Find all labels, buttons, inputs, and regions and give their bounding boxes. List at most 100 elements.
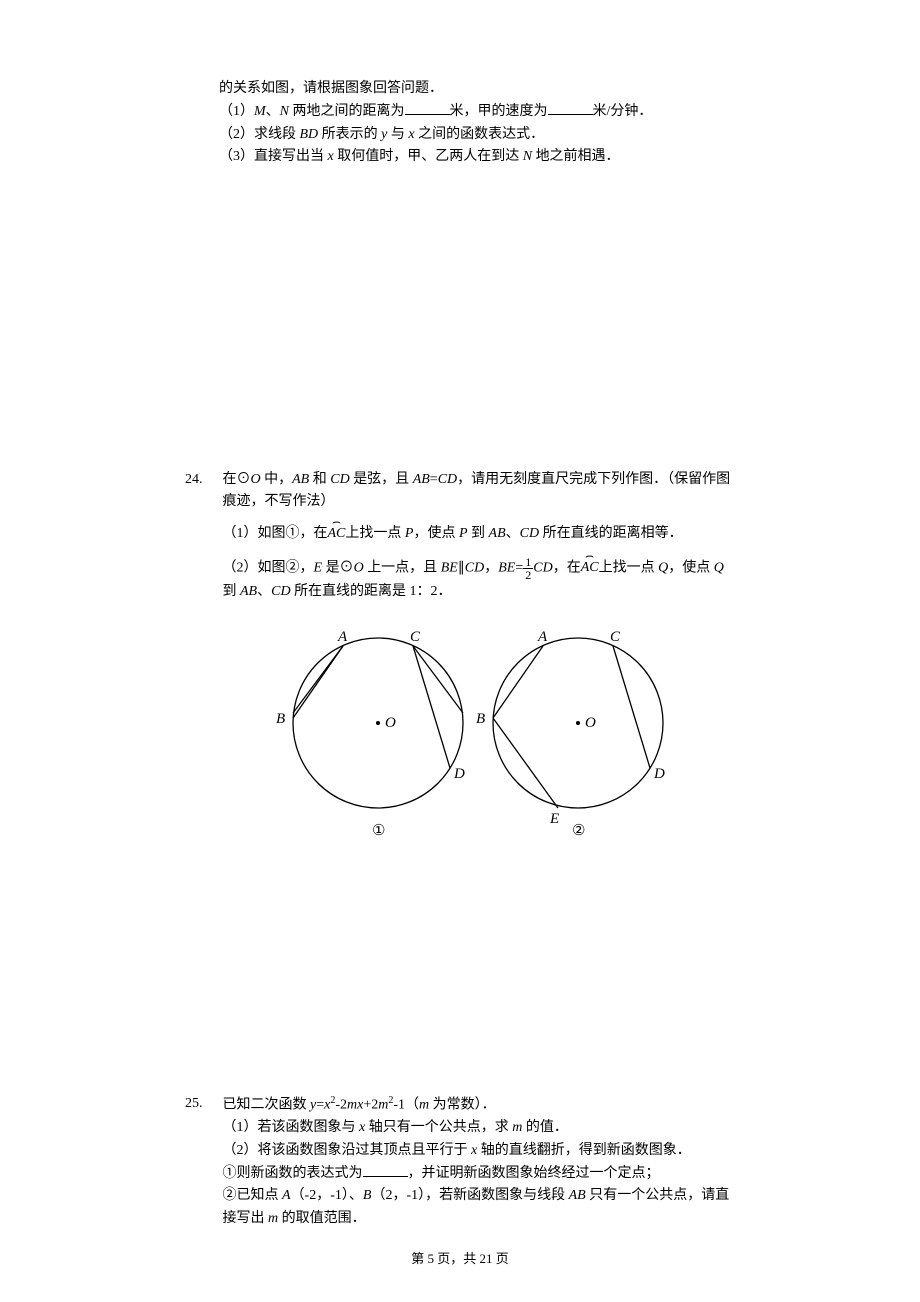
txt: ，并证明新函数图象始终经过一个定点；: [408, 1166, 660, 1181]
txt: 所表示的: [318, 127, 381, 142]
circles-diagram: A C B D O ① A: [268, 613, 688, 843]
sep: 、: [266, 104, 280, 119]
sub-label-1: ①: [372, 823, 385, 839]
q23-part1: （1）M、N 两地之间的距离为米，甲的速度为米/分钟．: [219, 100, 735, 123]
txt: 是弦，且: [350, 472, 413, 487]
q24-body: 在⊙O 中，AB 和 CD 是弦，且 AB=CD，请用无刻度直尺完成下列作图．（…: [223, 469, 733, 844]
var-m: m: [268, 1211, 278, 1226]
txt: 所在直线的距离相等．: [539, 526, 683, 541]
txt: （1）如图①，在: [223, 526, 328, 541]
q25-part2: （2）将该函数图象沿过其顶点且平行于 x 轴的直线翻折，得到新函数图象．: [223, 1140, 733, 1162]
var-o: O: [354, 560, 364, 575]
var-o: O: [251, 472, 261, 487]
blank-distance: [405, 100, 450, 115]
var-n: N: [523, 149, 532, 164]
var-n: N: [280, 104, 289, 119]
label-o: O: [385, 715, 396, 731]
q25: 25. 已知二次函数 y=x2-2mx+2m2-1（m 为常数）． （1）若该函…: [185, 1093, 735, 1230]
label-c: C: [610, 629, 621, 645]
q24: 24. 在⊙O 中，AB 和 CD 是弦，且 AB=CD，请用无刻度直尺完成下列…: [185, 469, 735, 844]
txt: 、: [257, 584, 271, 599]
txt: 轴只有一个公共点，求: [365, 1120, 512, 1135]
txt: 是⊙: [322, 560, 354, 575]
blank-speed: [548, 100, 593, 115]
eq: =: [430, 472, 438, 487]
label-b: B: [476, 711, 485, 727]
txt: ，使点: [413, 526, 459, 541]
var-cd: CD: [520, 526, 539, 541]
blank-expression: [363, 1162, 408, 1177]
var-mx: mx: [347, 1098, 363, 1113]
q24-part2: （2）如图②，E 是⊙O 上一点，且 BE∥CD，BE=12CD，在AC上找一点…: [223, 556, 733, 603]
txt: +2: [363, 1098, 378, 1113]
q23-continuation: 的关系如图，请根据图象回答问题． （1）M、N 两地之间的距离为米，甲的速度为米…: [219, 78, 735, 169]
var-ab: AB: [569, 1188, 586, 1203]
var-cd: CD: [271, 584, 290, 599]
var-cd: CD: [465, 560, 484, 575]
txt: 在⊙: [223, 472, 251, 487]
var-ab: AB: [489, 526, 506, 541]
txt: 、: [506, 526, 520, 541]
label-b: B: [276, 711, 285, 727]
q25-stem: 已知二次函数 y=x2-2mx+2m2-1（m 为常数）．: [223, 1093, 733, 1117]
txt: （2）求线段: [219, 127, 300, 142]
label-c: C: [410, 629, 421, 645]
var-m: M: [254, 104, 266, 119]
label-o: O: [585, 715, 596, 731]
txt: 所在直线的距离是 1：2．: [291, 584, 452, 599]
eq: =: [316, 1098, 324, 1113]
var-q: Q: [714, 560, 724, 575]
txt: 为常数）．: [429, 1098, 496, 1113]
txt: 轴的直线翻折，得到新函数图象．: [477, 1143, 691, 1158]
txt: ①则新函数的表达式为: [223, 1166, 363, 1181]
var-e: E: [314, 560, 323, 575]
q23-part2: （2）求线段 BD 所表示的 y 与 x 之间的函数表达式．: [219, 124, 735, 146]
txt: 已知二次函数: [223, 1098, 311, 1113]
q23-intro: 的关系如图，请根据图象回答问题．: [219, 78, 735, 100]
q24-part1: （1）如图①，在AC上找一点 P，使点 P 到 AB、CD 所在直线的距离相等．: [223, 523, 733, 545]
sub-label-2: ②: [572, 823, 585, 839]
var-m: m: [419, 1098, 429, 1113]
txt: 地之前相遇．: [532, 149, 620, 164]
q25-part2b: ②已知点 A（-2，-1）、B（2，-1），若新函数图象与线段 AB 只有一个公…: [223, 1185, 733, 1230]
txt: 米，甲的速度为: [450, 104, 548, 119]
label-e: E: [549, 811, 559, 827]
footer-suf: 页: [493, 1251, 509, 1266]
footer-pre: 第: [411, 1251, 427, 1266]
var-cd: CD: [533, 560, 552, 575]
q25-body: 已知二次函数 y=x2-2mx+2m2-1（m 为常数）． （1）若该函数图象与…: [223, 1093, 733, 1230]
var-m: m: [378, 1098, 388, 1113]
q25-part2a: ①则新函数的表达式为 ，并证明新函数图象始终经过一个定点；: [223, 1162, 733, 1185]
var-be: BE: [441, 560, 458, 575]
txt: ②已知点: [223, 1188, 283, 1203]
var-bd: BD: [300, 127, 319, 142]
txt: ，: [484, 560, 498, 575]
txt: ，在: [553, 560, 581, 575]
txt: 中，: [261, 472, 293, 487]
txt: ，使点: [668, 560, 714, 575]
txt: （2）将该函数图象沿过其顶点且平行于: [223, 1143, 472, 1158]
var-ab: AB: [292, 472, 309, 487]
page-footer: 第 5 页，共 21 页: [0, 1248, 920, 1267]
q24-number: 24.: [185, 469, 219, 491]
eq: =: [515, 560, 523, 575]
q24-diagram: A C B D O ① A: [223, 613, 733, 843]
txt: 上找一点: [599, 560, 659, 575]
txt: -1（: [393, 1098, 419, 1113]
txt: 到: [223, 584, 241, 599]
txt: 两地之间的距离为: [289, 104, 405, 119]
txt: 上找一点: [345, 526, 405, 541]
q25-number: 25.: [185, 1093, 219, 1115]
txt: （3）直接写出当: [219, 149, 328, 164]
txt: -2: [335, 1098, 347, 1113]
var-m: m: [512, 1120, 522, 1135]
frac-num: 1: [523, 556, 533, 569]
var-p: P: [459, 526, 468, 541]
parallel: ∥: [458, 560, 465, 575]
txt: 的取值范围．: [278, 1211, 366, 1226]
txt: 到: [468, 526, 489, 541]
q23-part3: （3）直接写出当 x 取何值时，甲、乙两人在到达 N 地之前相遇．: [219, 146, 735, 168]
var-be: BE: [498, 560, 515, 575]
fraction-half: 12: [523, 556, 533, 581]
txt: 的值．: [522, 1120, 568, 1135]
